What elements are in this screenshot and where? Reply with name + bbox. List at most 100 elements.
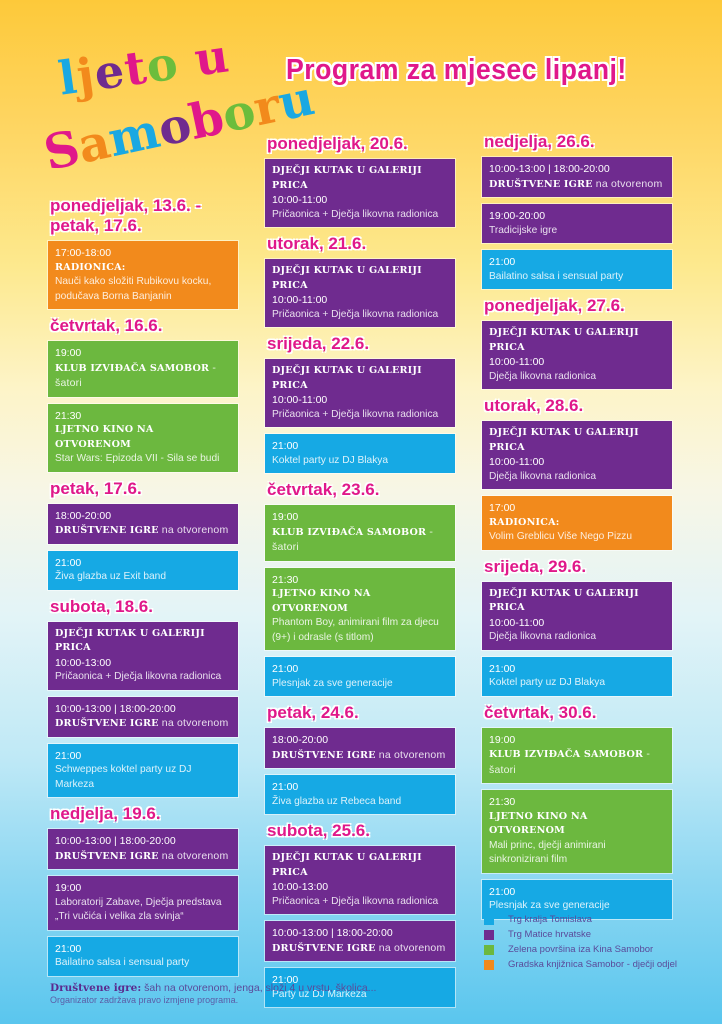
legend-label: Trg kralja Tomislava <box>508 914 592 925</box>
event-time: 10:00-11:00 <box>272 294 328 306</box>
event-time: 19:00 <box>55 882 82 894</box>
event-description: Dječja likovna radionica <box>489 370 597 382</box>
event-subtitle: na otvorenom <box>375 941 446 954</box>
event-description: Dječja likovna radionica <box>489 470 597 482</box>
event-title-text: DRUŠTVENE IGRE <box>489 178 593 190</box>
event-title: DRUŠTVENE IGRE na otvorenom <box>489 177 665 193</box>
day-heading: petak, 17.6. <box>50 478 142 498</box>
event-description: Pričaonica + Dječja likovna radionica <box>272 408 439 420</box>
legend-swatch <box>484 929 494 940</box>
footer-games-label: Društvene igre: <box>50 982 142 994</box>
event-time: 10:00-11:00 <box>489 356 545 368</box>
footer-games-info: Društvene igre: šah na otvorenom, jenga,… <box>50 982 376 994</box>
event-card: 10:00-13:00 | 18:00-20:00 DRUŠTVENE IGRE … <box>265 921 455 961</box>
event-description: Schweppes koktel party uz DJ Markeza <box>55 764 192 790</box>
event-title: RADIONICA: <box>489 516 665 531</box>
event-title: DRUŠTVENE IGRE na otvorenom <box>272 748 448 764</box>
event-card: 19:00-20:00 Tradicijske igre <box>482 204 672 243</box>
schedule-column-2: ponedjeljak, 20.6. DJEČJI KUTAK U GALERIJ… <box>265 134 455 1014</box>
legend-item: Gradska knjižnica Samobor - dječji odjel <box>484 957 677 972</box>
event-venue: DJEČJI KUTAK U GALERIJI PRICA <box>272 265 422 291</box>
event-title-text: DRUŠTVENE IGRE <box>55 525 159 536</box>
day-heading: ponedjeljak, 13.6. - petak, 17.6. <box>50 196 202 235</box>
event-description: Bailatino salsa i sensual party <box>55 957 190 968</box>
event-venue: DJEČJI KUTAK U GALERIJI PRICA <box>272 365 422 391</box>
day-heading: ponedjeljak, 20.6. <box>267 134 408 153</box>
event-description: Laboratorij Zabave, Dječja predstava „Tr… <box>55 896 222 923</box>
event-time: 10:00-13:00 <box>272 881 329 893</box>
event-time: 21:00 <box>489 885 516 898</box>
event-title: DRUŠTVENE IGRE na otvorenom <box>55 523 231 539</box>
event-description: Plesnjak za sve generacije <box>272 677 393 689</box>
event-time: 10:00-11:00 <box>272 394 328 406</box>
event-time: 10:00-13:00 <box>55 656 112 669</box>
event-time: 10:00-11:00 <box>489 456 545 468</box>
event-time: 17:00-18:00 <box>55 247 112 259</box>
event-time: 21:00 <box>55 556 82 569</box>
event-time: 19:00 <box>489 733 516 746</box>
event-subtitle: na otvorenom <box>158 717 229 729</box>
event-subtitle: - šatori <box>489 748 651 776</box>
event-card: 19:00 KLUB IZVIĐAČA SAMOBOR - šatori <box>482 727 672 783</box>
event-time: 10:00-11:00 <box>272 194 328 206</box>
legend-swatch <box>484 944 494 955</box>
event-title: KLUB IZVIĐAČA SAMOBOR - šatori <box>489 747 665 778</box>
event-card: 21:00 Plesnjak za sve generacije <box>482 879 672 919</box>
event-time: 17:00 <box>489 502 516 514</box>
day-heading: nedjelja, 26.6. <box>484 132 595 151</box>
event-title: RADIONICA: <box>55 261 231 276</box>
event-time: 21:30 <box>272 573 299 586</box>
event-title-text: LJETNO KINO NA OTVORENOM <box>272 588 371 614</box>
event-card: 21:00 Živa glazba uz Exit band <box>48 550 238 590</box>
event-title-text: LJETNO KINO NA OTVORENOM <box>55 424 154 450</box>
schedule-column-1: ponedjeljak, 13.6. - petak, 17.6. 17:00-1… <box>48 196 238 983</box>
event-card: DJEČJI KUTAK U GALERIJI PRICA 10:00-11:00… <box>482 581 672 650</box>
schedule-column-3: nedjelja, 26.6. 10:00-13:00 | 18:00-20:00… <box>482 132 672 926</box>
event-time: 18:00-20:00 <box>55 509 112 522</box>
event-title: LJETNO KINO NA OTVORENOM <box>272 587 448 616</box>
event-card: 19:00 Laboratorij Zabave, Dječja predstav… <box>48 876 238 930</box>
event-time: 21:00 <box>272 974 299 986</box>
day-heading: subota, 25.6. <box>267 821 370 840</box>
legend-item: Zelena površina iza Kina Samobor <box>484 942 677 957</box>
event-description: Pričaonica + Dječja likovna radionica <box>272 895 439 907</box>
event-venue: DJEČJI KUTAK U GALERIJI PRICA <box>272 165 422 191</box>
event-description: Bailatino salsa i sensual party <box>489 270 624 282</box>
event-title-text: DRUŠTVENE IGRE <box>55 718 159 729</box>
day-heading: utorak, 21.6. <box>267 234 367 253</box>
event-subtitle: - šatori <box>272 525 434 554</box>
event-card: 21:00 Živa glazba uz Rebeca band <box>265 775 455 814</box>
legend-label: Zelena površina iza Kina Samobor <box>508 944 654 955</box>
event-time: 10:00-11:00 <box>489 616 545 629</box>
event-venue: DJEČJI KUTAK U GALERIJI PRICA <box>489 587 639 614</box>
event-title-text: RADIONICA: <box>489 516 560 528</box>
event-title-text: DRUŠTVENE IGRE <box>272 942 376 954</box>
event-card: 18:00-20:00 DRUŠTVENE IGRE na otvorenom <box>265 728 455 768</box>
day-heading: srijeda, 29.6. <box>484 556 587 576</box>
ljeto-u-samoboru-logo: ljeto u Samoboru <box>39 28 319 182</box>
event-time: 19:00 <box>55 347 82 359</box>
event-time: 19:00 <box>272 511 299 523</box>
event-subtitle: - šatori <box>55 361 217 390</box>
event-title: DRUŠTVENE IGRE na otvorenom <box>55 849 231 865</box>
event-card: 10:00-13:00 | 18:00-20:00 DRUŠTVENE IGRE … <box>48 829 238 869</box>
day-heading: četvrtak, 16.6. <box>50 316 163 335</box>
event-title: LJETNO KINO NA OTVORENOM <box>489 810 665 839</box>
legend-label: Gradska knjižnica Samobor - dječji odjel <box>508 959 677 970</box>
event-description: Mali princ, dječji animirani sinkronizir… <box>489 839 606 866</box>
event-description: Dječja likovna radionica <box>489 631 597 642</box>
event-description: Koktel party uz DJ Blakya <box>489 677 606 688</box>
event-venue: DJEČJI KUTAK U GALERIJI PRICA <box>489 427 639 453</box>
event-card: 17:00 RADIONICA: Volim Greblicu Više Nego … <box>482 496 672 550</box>
event-card: DJEČJI KUTAK U GALERIJI PRICA 10:00-11:00… <box>265 359 455 427</box>
event-venue: DJEČJI KUTAK U GALERIJI PRICA <box>272 852 422 878</box>
footer-note: Društvene igre: šah na otvorenom, jenga,… <box>50 982 376 1005</box>
event-title-text: KLUB IZVIĐAČA SAMOBOR <box>489 749 644 760</box>
event-description: Plesnjak za sve generacije <box>489 900 610 911</box>
event-card: 21:30 LJETNO KINO NA OTVORENOM Star Wars: … <box>48 403 238 472</box>
event-card: 21:00 Plesnjak za sve generacije <box>265 657 455 696</box>
event-card: 17:00-18:00 RADIONICA: Nauči kako složiti … <box>48 241 238 309</box>
event-title-text: DRUŠTVENE IGRE <box>272 749 376 761</box>
event-description: Pričaonica + Dječja likovna radionica <box>55 671 222 682</box>
legend-swatch <box>484 914 494 925</box>
